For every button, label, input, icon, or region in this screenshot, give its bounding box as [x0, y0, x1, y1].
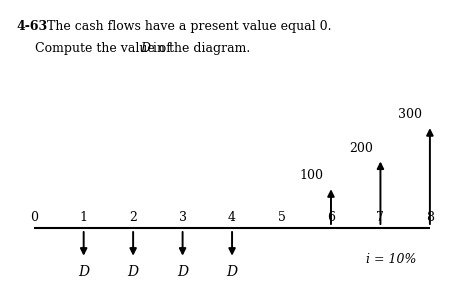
Text: 300: 300 [399, 108, 422, 122]
Text: 200: 200 [349, 142, 373, 155]
Text: D: D [128, 265, 139, 279]
Text: 4-63: 4-63 [17, 20, 48, 33]
Text: 1: 1 [80, 211, 88, 224]
Text: 2: 2 [129, 211, 137, 224]
Text: 100: 100 [300, 170, 324, 183]
Text: 3: 3 [179, 211, 187, 224]
Text: D: D [227, 265, 237, 279]
Text: D: D [177, 265, 188, 279]
Text: i = 10%: i = 10% [365, 253, 416, 266]
Text: 6: 6 [327, 211, 335, 224]
Text: in the diagram.: in the diagram. [149, 42, 250, 55]
Text: 0: 0 [30, 211, 38, 224]
Text: 5: 5 [278, 211, 285, 224]
Text: 7: 7 [376, 211, 384, 224]
Text: The cash flows have a present value equal 0.: The cash flows have a present value equa… [46, 20, 331, 33]
Text: 4: 4 [228, 211, 236, 224]
Text: D: D [141, 42, 151, 55]
Text: Compute the value of: Compute the value of [35, 42, 175, 55]
Text: 8: 8 [426, 211, 434, 224]
Text: D: D [78, 265, 89, 279]
